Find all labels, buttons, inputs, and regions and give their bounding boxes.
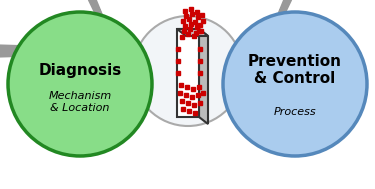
Bar [177, 29, 199, 117]
Polygon shape [199, 29, 208, 124]
Circle shape [8, 12, 152, 156]
Circle shape [133, 16, 243, 126]
Polygon shape [177, 29, 208, 36]
Text: Process: Process [274, 107, 316, 117]
Text: Prevention
& Control: Prevention & Control [248, 54, 342, 86]
Circle shape [223, 12, 367, 156]
Text: Mechanism
& Location: Mechanism & Location [48, 91, 112, 113]
Text: Diagnosis: Diagnosis [38, 63, 122, 77]
